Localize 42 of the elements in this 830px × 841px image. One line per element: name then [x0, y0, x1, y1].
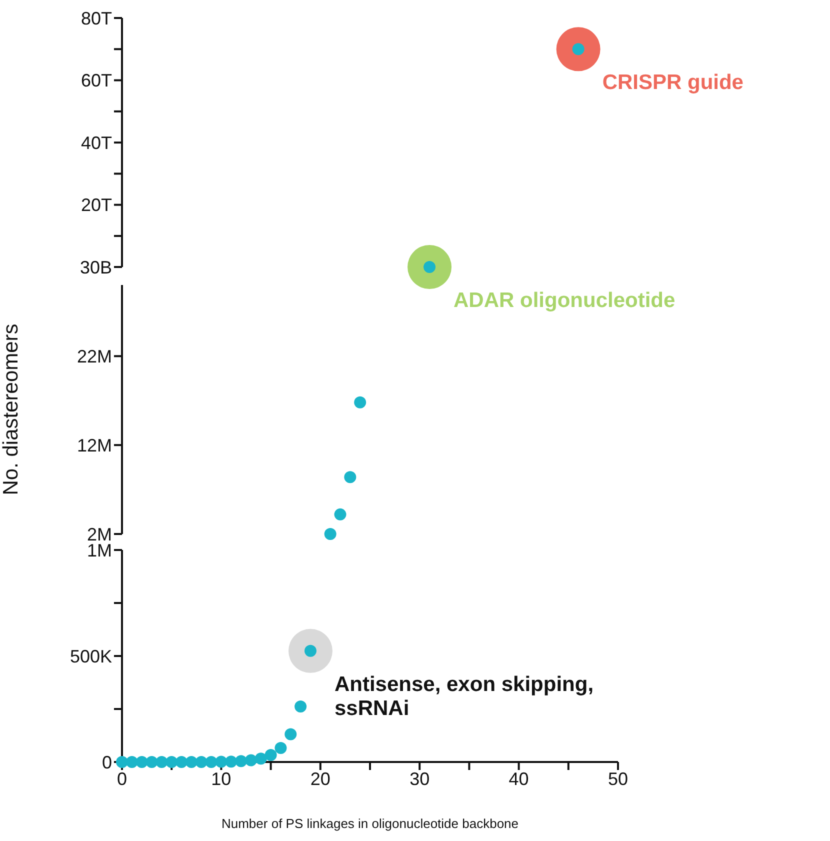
point — [185, 756, 198, 768]
point — [156, 756, 168, 768]
x-axis-title: Number of PS linkages in oligonucleotide backbone — [221, 816, 519, 831]
y-tick-label: 60T — [80, 70, 112, 91]
series-label: CRISPR guide — [602, 71, 744, 94]
x-tick-label: 20 — [310, 768, 330, 789]
y-tick-label: 500K — [70, 646, 112, 666]
y-axis-title: No. diastereomers — [0, 324, 22, 496]
point — [136, 756, 148, 768]
point — [126, 756, 138, 768]
y-tick-label: 0 — [102, 752, 112, 772]
point — [264, 749, 277, 762]
series-label: ADAR oligonucleotide — [454, 289, 676, 312]
point — [288, 628, 332, 673]
point — [235, 755, 248, 768]
y-tick-label: 30B — [80, 257, 112, 278]
point — [344, 471, 356, 484]
point — [215, 756, 228, 768]
point — [166, 756, 178, 768]
point — [354, 396, 366, 408]
point — [176, 756, 188, 768]
point — [254, 752, 267, 765]
point — [205, 756, 218, 768]
x-tick-label: 30 — [410, 768, 430, 789]
x-tick-label: 10 — [211, 768, 232, 789]
point — [225, 756, 238, 768]
y-tick-label: 12M — [76, 435, 112, 456]
point — [195, 756, 208, 768]
x-tick-label: 0 — [116, 768, 128, 789]
y-tick-label: 20T — [80, 195, 112, 216]
point — [324, 528, 336, 540]
x-tick-label: 50 — [608, 768, 628, 789]
point — [274, 742, 287, 754]
y-tick-label: 40T — [80, 132, 112, 153]
y-tick-label: 22M — [76, 346, 112, 367]
point — [334, 508, 346, 520]
x-tick-label: 40 — [508, 768, 529, 789]
series-label: Antisense, exon skipping, ssRNAi — [334, 672, 594, 720]
point — [294, 700, 307, 712]
point — [284, 728, 297, 740]
y-tick-label: 80T — [80, 8, 112, 28]
point — [244, 754, 257, 766]
